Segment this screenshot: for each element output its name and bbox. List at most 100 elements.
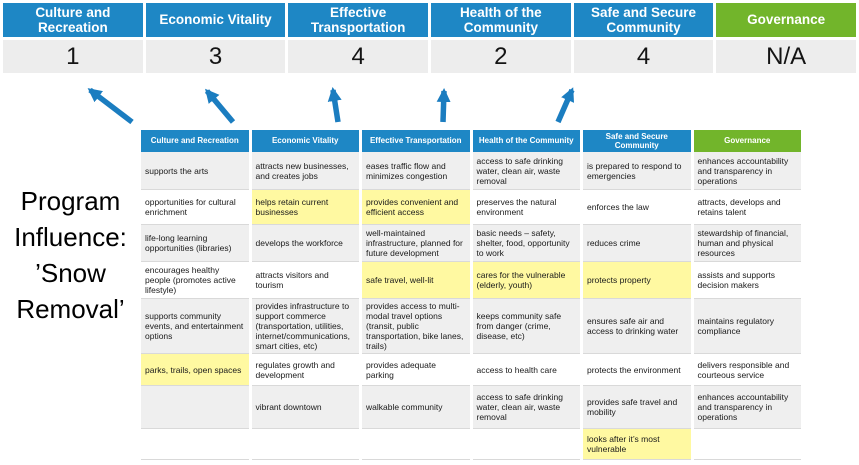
matrix-cell: well-maintained infrastructure, planned …: [362, 225, 470, 262]
up-arrow-icon: [436, 88, 451, 123]
matrix-cell: parks, trails, open spaces: [141, 354, 249, 386]
matrix-cell: develops the workforce: [251, 225, 359, 262]
summary-header-row: Culture and Recreation Economic Vitality…: [3, 3, 856, 37]
matrix-cell-text: enforces the law: [587, 202, 649, 212]
matrix-cell-text: protects the environment: [587, 364, 681, 375]
matrix-cell: [141, 429, 249, 460]
matrix-cell: basic needs – safety, shelter, food, opp…: [472, 225, 580, 262]
matrix-row: supports the arts attracts new businesses…: [141, 152, 801, 190]
matrix-header-cell: Safe and Secure Community: [583, 130, 691, 152]
matrix-cell-text: helps retain current businesses: [255, 197, 329, 217]
matrix-cell: encourages healthy people (promotes acti…: [141, 262, 249, 299]
matrix-cell: [362, 429, 470, 460]
matrix-header-row: Culture and Recreation Economic Vitality…: [141, 130, 801, 152]
matrix-row: looks after it’s most vulnerable: [141, 429, 801, 460]
matrix-cell: protects property: [583, 262, 691, 299]
matrix-cell: ensures safe air and access to drinking …: [583, 299, 691, 354]
matrix-cell: [472, 429, 580, 460]
matrix-header-cell: Culture and Recreation: [141, 130, 249, 152]
matrix-cell: stewardship of financial, human and phys…: [693, 225, 801, 262]
matrix-cell-text: looks after it’s most vulnerable: [587, 434, 660, 454]
summary-score-cell: N/A: [716, 40, 856, 73]
matrix-cell-text: enhances accountability and transparency…: [697, 155, 789, 186]
matrix-cell: preserves the natural environment: [472, 190, 580, 225]
matrix-table: Culture and Recreation Economic Vitality…: [141, 130, 801, 460]
matrix-cell: reduces crime: [583, 225, 691, 262]
up-left-arrow-icon: [87, 87, 134, 125]
matrix-cell: attracts visitors and tourism: [251, 262, 359, 299]
matrix-cell: walkable community: [362, 386, 470, 429]
matrix-cell-text: attracts visitors and tourism: [255, 270, 329, 290]
matrix-cell-text: maintains regulatory compliance: [697, 316, 775, 336]
matrix-cell: access to safe drinking water, clean air…: [472, 152, 580, 190]
summary-score-cell: 4: [573, 40, 714, 73]
summary-header-cell: Safe and Secure Community: [573, 3, 714, 37]
matrix-cell-text: provides infrastructure to support comme…: [255, 301, 351, 351]
matrix-header-cell: Effective Transportation: [362, 130, 470, 152]
matrix-cell-text: preserves the natural environment: [476, 197, 557, 217]
matrix-cell: vibrant downtown: [251, 386, 359, 429]
matrix-cell: provides safe travel and mobility: [583, 386, 691, 429]
matrix-cell: access to health care: [472, 354, 580, 386]
matrix-cell-text: well-maintained infrastructure, planned …: [366, 228, 463, 258]
matrix-cell-text: enhances accountability and transparency…: [697, 392, 789, 422]
matrix-cell-text: supports community events, and entertain…: [145, 311, 244, 341]
matrix-cell: [141, 386, 249, 429]
matrix-cell-text: attracts new businesses, and creates job…: [255, 160, 349, 181]
matrix-row: parks, trails, open spaces regulates grow…: [141, 354, 801, 386]
matrix-cell: looks after it’s most vulnerable: [583, 429, 691, 460]
matrix-cell-text: provides adequate parking: [366, 359, 436, 380]
matrix-cell-text: provides access to multi-modal travel op…: [366, 301, 464, 351]
matrix-cell-text: attracts, develops and retains talent: [697, 197, 781, 217]
up-left-arrow-icon: [204, 88, 236, 124]
matrix-cell: enhances accountability and transparency…: [693, 152, 801, 190]
matrix-cell-text: walkable community: [366, 402, 443, 412]
matrix-cell-text: is prepared to respond to emergencies: [587, 160, 682, 181]
matrix-cell: keeps community safe from danger (crime,…: [472, 299, 580, 354]
summary-score-cell: 4: [288, 40, 428, 73]
summary-score-row: 1 3 4 2 4 N/A: [3, 40, 856, 73]
matrix-cell-text: access to health care: [476, 364, 557, 375]
matrix-cell-text: delivers responsible and courteous servi…: [697, 359, 790, 380]
matrix-header-cell: Economic Vitality: [251, 130, 359, 152]
matrix-cell: provides adequate parking: [362, 354, 470, 386]
matrix-cell-text: safe travel, well-lit: [366, 275, 434, 285]
matrix-cell: access to safe drinking water, clean air…: [472, 386, 580, 429]
matrix-cell: maintains regulatory compliance: [693, 299, 801, 354]
matrix-cell: enforces the law: [583, 190, 691, 225]
up-arrow-icon: [327, 87, 342, 123]
matrix-cell-text: develops the workforce: [255, 238, 343, 248]
matrix-cell-text: protects property: [587, 275, 651, 285]
program-label-line: Influence:: [14, 222, 127, 252]
influence-arrows: [87, 87, 575, 125]
summary-header-cell: Culture and Recreation: [3, 3, 143, 37]
matrix-cell: [251, 429, 359, 460]
matrix-cell-text: access to safe drinking water, clean air…: [476, 155, 563, 186]
matrix-row: opportunities for cultural enrichment hel…: [141, 190, 801, 225]
matrix-cell-text: vibrant downtown: [255, 402, 322, 412]
matrix-cell: cares for the vulnerable (elderly, youth…: [472, 262, 580, 299]
matrix-cell: supports the arts: [141, 152, 249, 190]
matrix-cell: is prepared to respond to emergencies: [583, 152, 691, 190]
program-label-line: Removal’: [16, 294, 125, 324]
matrix-cell: enhances accountability and transparency…: [693, 386, 801, 429]
matrix-row: life-long learning opportunities (librar…: [141, 225, 801, 262]
summary-score-cell: 2: [431, 40, 571, 73]
summary-header-cell: Effective Transportation: [288, 3, 428, 37]
matrix-cell: helps retain current businesses: [251, 190, 359, 225]
matrix-cell-text: provides safe travel and mobility: [587, 397, 678, 417]
matrix-cell-text: reduces crime: [587, 238, 641, 248]
matrix-cell-text: access to safe drinking water, clean air…: [476, 392, 563, 422]
matrix-cell: [693, 429, 801, 460]
main-area: Program Influence: ’Snow Removal’ Cultur…: [0, 130, 859, 460]
matrix-cell: provides infrastructure to support comme…: [251, 299, 359, 354]
matrix-cell-text: keeps community safe from danger (crime,…: [476, 311, 562, 341]
matrix-cell-text: life-long learning opportunities (librar…: [145, 233, 232, 253]
matrix-cell-text: supports the arts: [145, 165, 209, 176]
matrix-cell-text: opportunities for cultural enrichment: [145, 197, 236, 217]
matrix-cell-text: ensures safe air and access to drinking …: [587, 316, 679, 336]
matrix-cell: provides convenient and efficient access: [362, 190, 470, 225]
matrix-row: supports community events, and entertain…: [141, 299, 801, 354]
matrix-row: encourages healthy people (promotes acti…: [141, 262, 801, 299]
